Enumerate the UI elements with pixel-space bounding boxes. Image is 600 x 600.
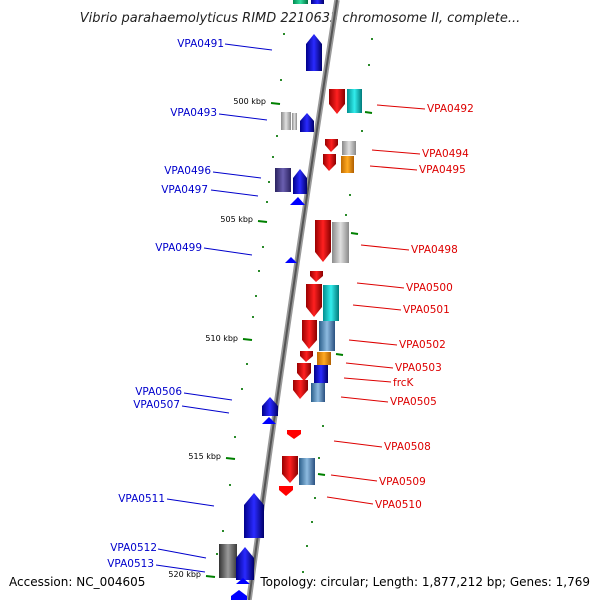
gene-vpa0492 xyxy=(329,89,345,114)
gene-label[interactable]: VPA0501 xyxy=(403,304,450,316)
gene-vpa0507 xyxy=(262,417,276,424)
gene-vpa0510 xyxy=(279,486,293,496)
gene-label[interactable]: VPA0494 xyxy=(422,148,469,160)
gene-frcK-a xyxy=(297,363,311,381)
gene-label[interactable]: VPA0492 xyxy=(427,103,474,115)
gene-vpa0502a xyxy=(302,320,317,349)
gene-vpa0509a xyxy=(282,456,298,483)
gene-label[interactable]: VPA0499 xyxy=(155,242,202,254)
leader-lines-right xyxy=(326,104,426,505)
gene-vpa0501 xyxy=(323,285,339,321)
gene-vpa0495a xyxy=(323,154,336,171)
gene-vpa0490b xyxy=(311,0,324,4)
gene-label[interactable]: VPA0495 xyxy=(419,164,466,176)
gene-label[interactable]: VPA0500 xyxy=(406,282,453,294)
scale-ticks: 500 kbp 505 kbp 510 kbp 515 kbp 520 kbp xyxy=(168,97,373,579)
gene-vpa0495 xyxy=(341,156,354,173)
gene-vpa0506 xyxy=(262,397,278,416)
gene-label[interactable]: VPA0511 xyxy=(118,493,165,505)
gene-vpa0508 xyxy=(287,430,301,439)
tick-label: 520 kbp xyxy=(168,570,201,579)
gene-vpa0511 xyxy=(244,493,264,538)
reverse-strand-genes xyxy=(279,89,362,496)
leader-lines-left xyxy=(155,43,273,573)
gene-label[interactable]: frcK xyxy=(393,377,415,389)
gene-label[interactable]: VPA0509 xyxy=(379,476,426,488)
tick-label: 505 kbp xyxy=(220,215,253,224)
gene-label[interactable]: VPA0513 xyxy=(107,558,154,570)
gene-label[interactable]: VPA0505 xyxy=(390,396,437,408)
gene-label[interactable]: VPA0502 xyxy=(399,339,446,351)
gene-vpa0505 xyxy=(311,383,325,402)
guide-dots-inner xyxy=(216,33,285,555)
gene-label[interactable]: VPA0491 xyxy=(177,38,224,50)
gene-vpa0497 xyxy=(290,197,305,205)
gene-vpa0491 xyxy=(306,34,322,71)
tick-mark xyxy=(335,353,344,356)
gene-vpa0494 xyxy=(342,141,356,155)
gene-vpa0514 xyxy=(231,590,247,600)
tick-mark xyxy=(257,220,268,223)
gene-vpa0502 xyxy=(319,321,335,351)
gene-labels-right: VPA0492 VPA0494 VPA0495 VPA0498 VPA0500 … xyxy=(375,103,474,511)
gene-labels-left: VPA0491 VPA0493 VPA0496 VPA0497 VPA0499 … xyxy=(107,38,224,570)
gene-label[interactable]: VPA0503 xyxy=(395,362,442,374)
gene-vpa0513 xyxy=(236,547,254,580)
gene-vpa0500 xyxy=(310,271,323,282)
gene-label[interactable]: VPA0497 xyxy=(161,184,208,196)
tick-mark xyxy=(205,575,216,578)
gene-label[interactable]: VPA0512 xyxy=(110,542,157,554)
map-title: Vibrio parahaemolyticus RIMD 2210633 chr… xyxy=(80,11,521,26)
gene-label[interactable]: VPA0493 xyxy=(170,107,217,119)
tick-label: 510 kbp xyxy=(205,334,238,343)
gene-vpa0512 xyxy=(219,544,237,578)
gene-vpa0498a xyxy=(315,220,331,262)
gene-label[interactable]: VPA0498 xyxy=(411,244,458,256)
gene-vpa0493a xyxy=(281,112,291,130)
tick-mark xyxy=(350,232,359,235)
accession-text: Accession: NC_004605 xyxy=(9,575,145,589)
tick-mark xyxy=(242,338,253,341)
gene-vpa0496 xyxy=(275,168,291,192)
gene-vpa0493b xyxy=(300,113,314,132)
forward-strand-genes xyxy=(219,0,324,600)
tick-mark xyxy=(364,111,373,114)
gene-vpa0513b xyxy=(236,578,250,584)
gene-label[interactable]: VPA0507 xyxy=(133,399,180,411)
tick-label: 500 kbp xyxy=(233,97,266,106)
gene-vpa0505a xyxy=(293,380,308,399)
gene-label[interactable]: VPA0510 xyxy=(375,499,422,511)
gene-vpa0496b xyxy=(293,169,307,194)
gene-label[interactable]: VPA0506 xyxy=(135,386,182,398)
tick-mark xyxy=(225,457,236,460)
gene-vpa0509 xyxy=(299,458,315,485)
gene-frcK xyxy=(314,365,328,383)
gene-vpa0493 xyxy=(292,113,297,130)
gene-vpa0503a xyxy=(300,351,313,362)
tick-mark xyxy=(270,102,281,105)
gene-label[interactable]: VPA0508 xyxy=(384,441,431,453)
gene-vpa0494a xyxy=(325,139,338,152)
gene-vpa0492b xyxy=(347,89,362,113)
gene-vpa0499 xyxy=(285,257,297,263)
gene-label[interactable]: VPA0496 xyxy=(164,165,211,177)
tick-label: 515 kbp xyxy=(188,452,221,461)
gene-vpa0498 xyxy=(332,222,349,263)
tick-mark xyxy=(317,473,326,476)
summary-text: Topology: circular; Length: 1,877,212 bp… xyxy=(259,575,590,589)
gene-vpa0501a xyxy=(306,284,322,317)
gene-vpa0490 xyxy=(293,0,308,4)
gene-vpa0503 xyxy=(317,352,331,365)
